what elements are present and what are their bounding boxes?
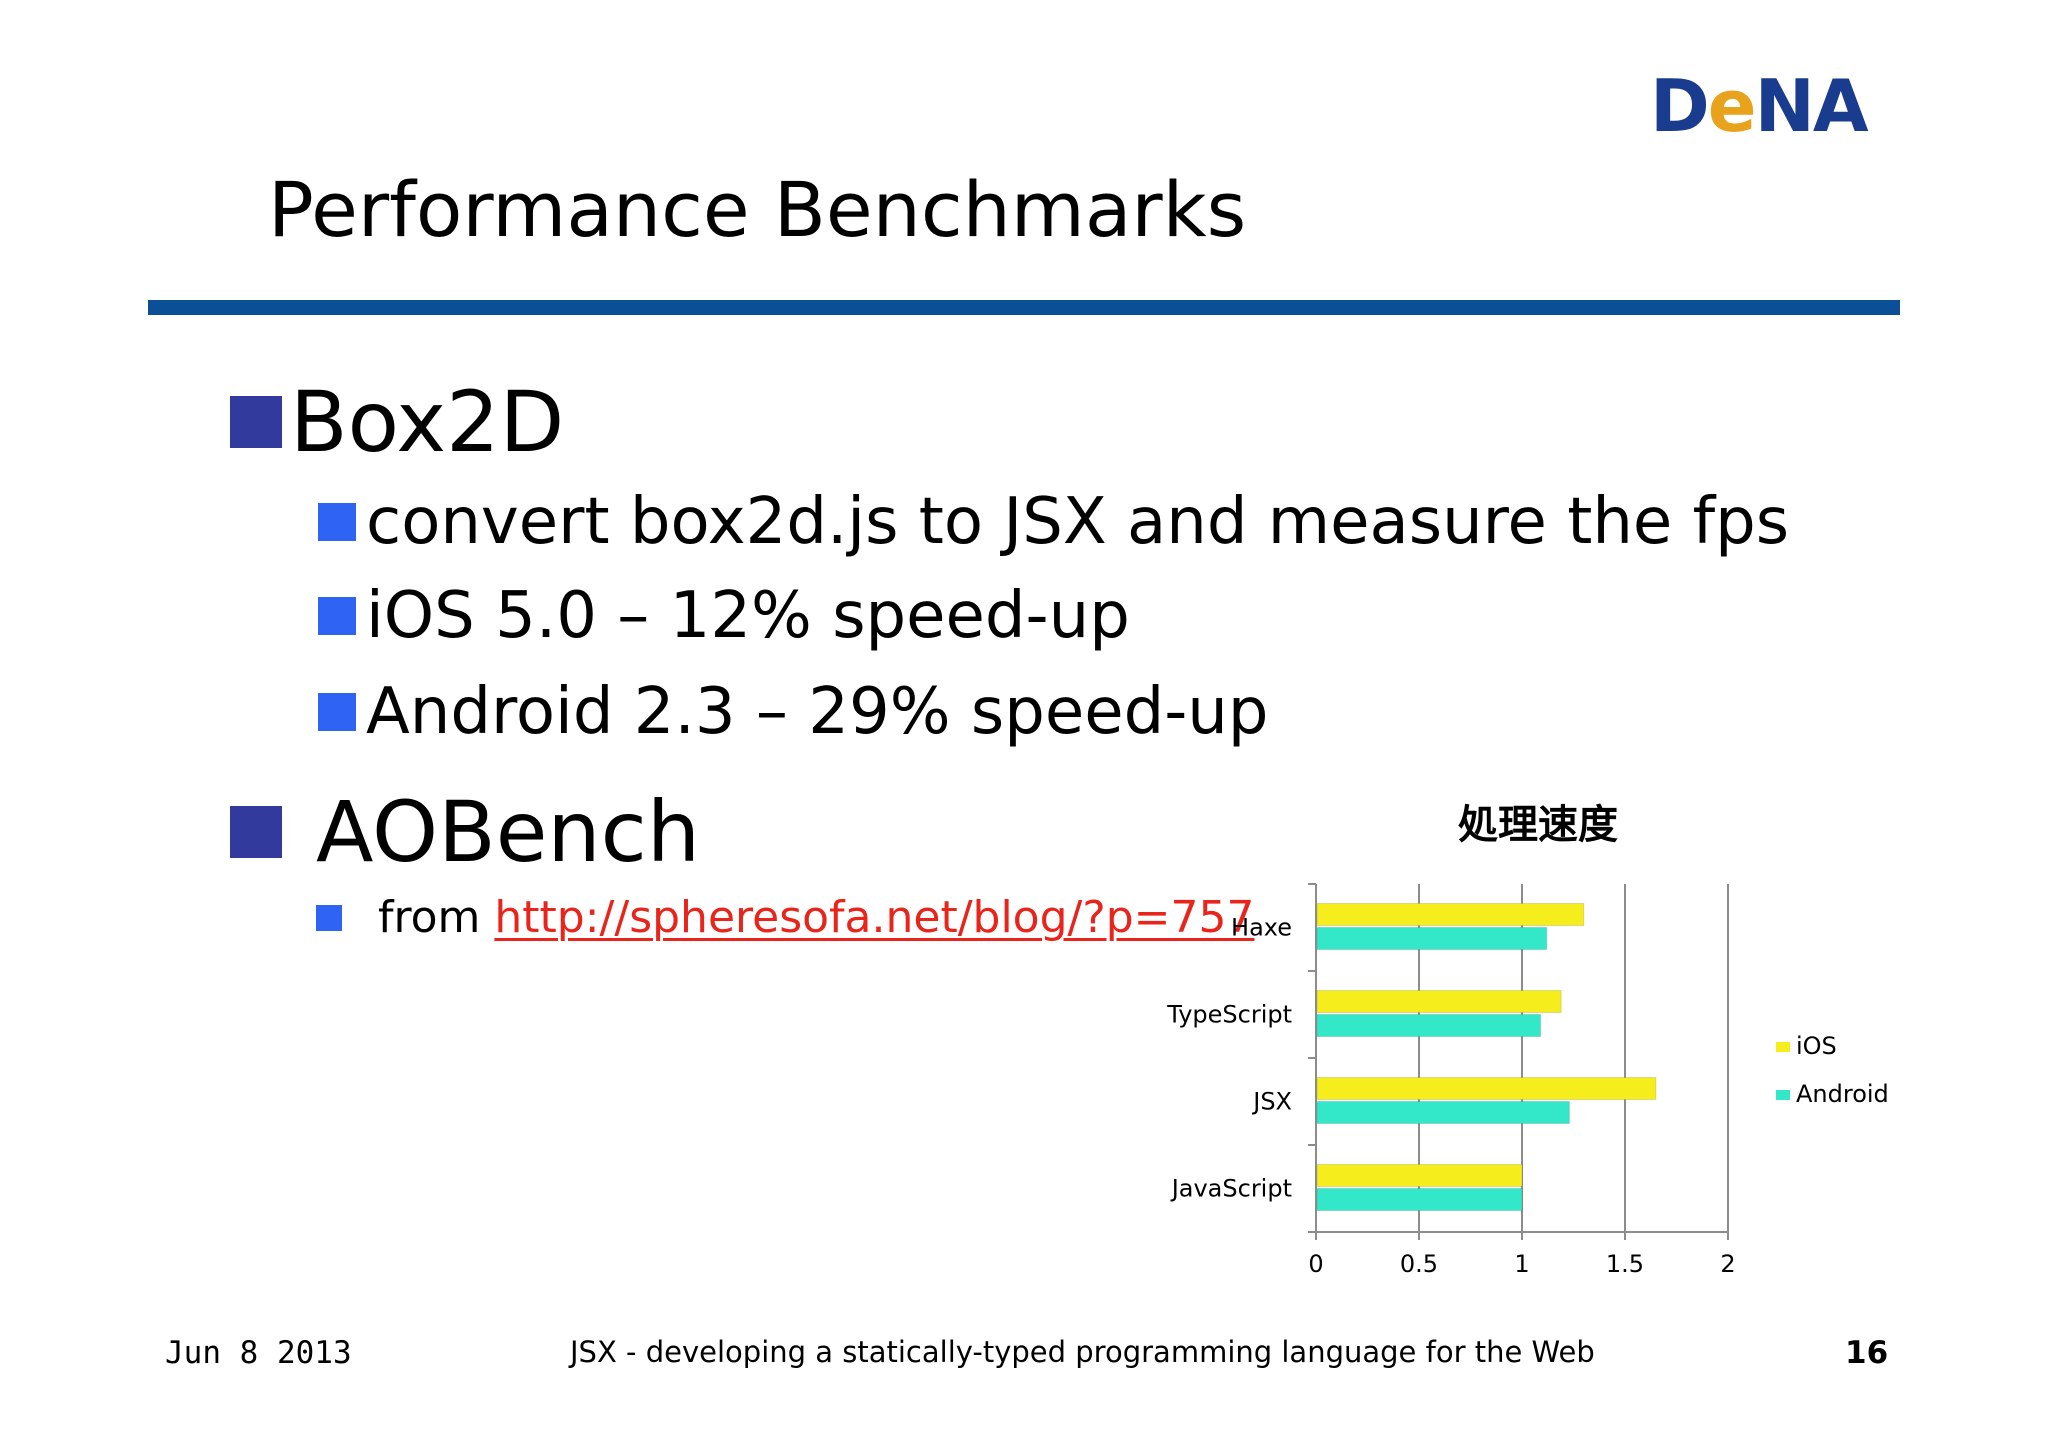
- legend-swatch: [1776, 1090, 1790, 1100]
- bullet-box2d-item-1: convert box2d.js to JSX and measure the …: [318, 490, 1789, 554]
- bar-android: [1316, 1188, 1523, 1211]
- bar-ios: [1316, 990, 1562, 1013]
- bullet-aobench-source: from http://spheresofa.net/blog/?p=757: [316, 896, 1254, 940]
- legend-swatch: [1776, 1042, 1790, 1052]
- bar-ios: [1316, 903, 1585, 926]
- x-tick-label: 0.5: [1400, 1250, 1438, 1278]
- chart-title: 処理速度: [1458, 802, 1618, 848]
- bar-ios: [1316, 1077, 1657, 1100]
- bullet-square-icon: [230, 396, 282, 448]
- footer-date: Jun 8 2013: [165, 1335, 352, 1371]
- bullet-box2d-item-2: iOS 5.0 – 12% speed-up: [318, 584, 1130, 648]
- bullet-square-icon: [316, 905, 342, 931]
- bullet-box2d-item-3: Android 2.3 – 29% speed-up: [318, 680, 1268, 744]
- chart-bars: [1316, 903, 1657, 1211]
- bullet-text: Android 2.3 – 29% speed-up: [366, 675, 1269, 749]
- bullet-box2d-label: Box2D: [290, 373, 565, 471]
- x-tick-label: 1.5: [1606, 1250, 1644, 1278]
- category-label: TypeScript: [1166, 1001, 1292, 1029]
- bar-android: [1316, 927, 1548, 950]
- page-number: 16: [1845, 1335, 1889, 1371]
- dena-logo: DeNA: [1650, 70, 1869, 142]
- legend-label: iOS: [1796, 1032, 1837, 1060]
- legend-label: Android: [1796, 1080, 1889, 1108]
- chart-tick-labels: 0 0.5 1 1.5 2: [1308, 1250, 1735, 1278]
- category-label: JavaScript: [1170, 1175, 1292, 1203]
- bullet-aobench: AOBench: [230, 790, 700, 874]
- footer-caption: JSX - developing a statically-typed prog…: [570, 1335, 1595, 1369]
- bullet-text: iOS 5.0 – 12% speed-up: [366, 579, 1130, 653]
- source-link[interactable]: http://spheresofa.net/blog/?p=757: [494, 892, 1255, 943]
- bar-android: [1316, 1014, 1542, 1037]
- x-tick-label: 0: [1308, 1250, 1323, 1278]
- title-divider: [148, 300, 1900, 315]
- category-label: Haxe: [1231, 914, 1292, 942]
- chart-axes: [1308, 883, 1729, 1240]
- bullet-box2d: Box2D: [230, 380, 564, 464]
- slide-title: Performance Benchmarks: [268, 165, 1247, 254]
- chart-legend: iOS Android: [1776, 1032, 1889, 1108]
- logo-part-na: NA: [1754, 64, 1869, 148]
- bar-android: [1316, 1101, 1570, 1124]
- bar-ios: [1316, 1164, 1523, 1187]
- category-label: JSX: [1251, 1088, 1292, 1116]
- bullet-aobench-label: AOBench: [316, 783, 701, 881]
- bullet-square-icon: [230, 806, 282, 858]
- bullet-square-icon: [318, 597, 356, 635]
- logo-part-d: D: [1650, 64, 1710, 148]
- bullet-square-icon: [318, 693, 356, 731]
- x-tick-label: 2: [1720, 1250, 1735, 1278]
- chart-category-labels: Haxe TypeScript JSX JavaScript: [1166, 914, 1292, 1203]
- source-prefix: from: [378, 892, 481, 943]
- x-tick-label: 1: [1514, 1250, 1529, 1278]
- bullet-square-icon: [318, 503, 356, 541]
- bullet-text: convert box2d.js to JSX and measure the …: [366, 485, 1790, 559]
- logo-part-e: e: [1707, 64, 1757, 148]
